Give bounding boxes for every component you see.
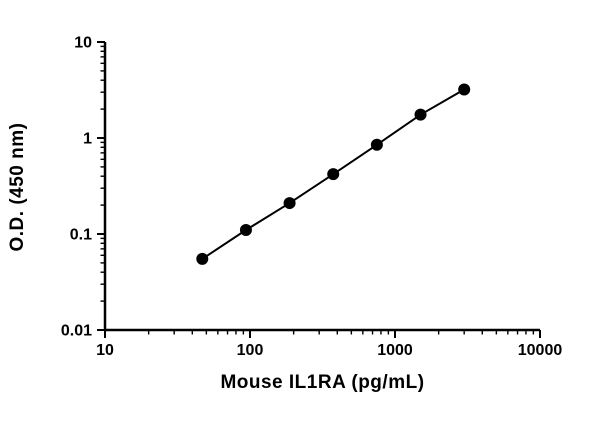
x-tick-label: 1000	[377, 342, 413, 359]
data-point	[196, 252, 209, 265]
data-point	[239, 224, 252, 237]
x-tick-label: 10	[96, 342, 114, 359]
y-axis-title: O.D. (450 nm)	[7, 122, 28, 252]
x-axis-title: Mouse IL1RA (pg/mL)	[220, 372, 425, 393]
y-tick-label: 10	[74, 35, 92, 52]
y-tick-label: 0.1	[70, 227, 92, 244]
x-tick-label: 10000	[518, 342, 563, 359]
data-point	[414, 108, 427, 121]
data-point	[327, 168, 340, 181]
data-point	[370, 138, 383, 151]
y-tick-label: 0.01	[61, 323, 92, 340]
data-series	[196, 83, 471, 265]
x-tick-label: 100	[237, 342, 264, 359]
y-tick-label: 1	[83, 131, 92, 148]
x-axis: 10 100 1000 10000	[96, 328, 563, 359]
y-axis: 0.01 0.1 1 10	[61, 35, 107, 340]
data-point	[283, 197, 296, 210]
data-point	[458, 83, 471, 96]
